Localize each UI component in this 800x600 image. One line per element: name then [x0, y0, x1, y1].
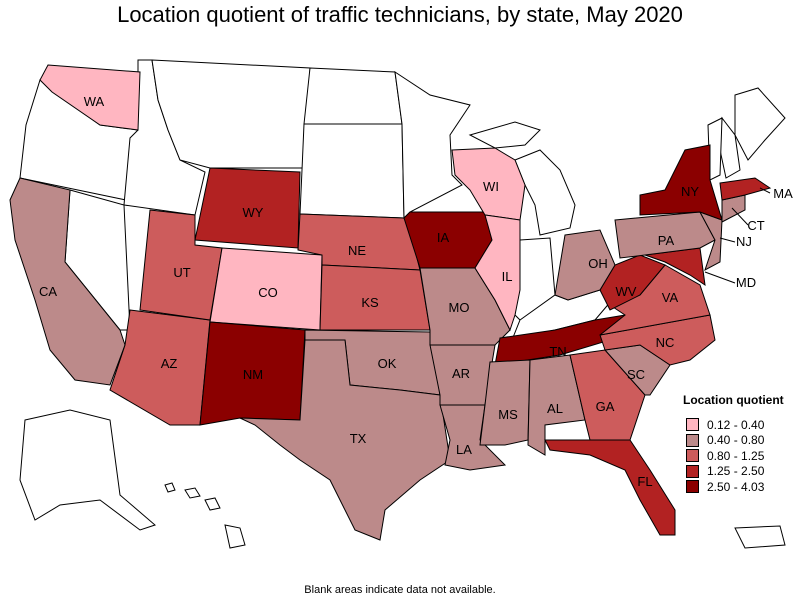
state-NY	[639, 144, 723, 221]
legend-swatch	[686, 449, 699, 463]
state-IL	[474, 214, 521, 332]
ma-callout-line	[759, 187, 771, 194]
label-WY: WY	[243, 205, 264, 220]
label-SC: SC	[627, 367, 645, 382]
label-UT: UT	[173, 265, 190, 280]
label-WA: WA	[84, 94, 105, 109]
state-TX	[239, 339, 451, 541]
label-TX: TX	[350, 431, 367, 446]
legend: Location quotient 0.12 - 0.40 0.40 - 0.80…	[683, 393, 798, 495]
legend-item: 0.80 - 1.25	[683, 448, 798, 464]
label-MD: MD	[736, 275, 756, 290]
label-AL: AL	[547, 401, 563, 416]
label-IA: IA	[437, 230, 450, 245]
label-AZ: AZ	[161, 356, 178, 371]
state-OH	[554, 229, 616, 301]
label-NM: NM	[243, 367, 263, 382]
legend-swatch	[686, 418, 699, 432]
map-title: Location quotient of traffic technicians…	[117, 2, 683, 27]
state-HI	[164, 482, 246, 549]
legend-item: 1.25 - 2.50	[683, 464, 798, 480]
label-VA: VA	[662, 290, 679, 305]
state-ND	[303, 67, 403, 125]
state-SD	[299, 123, 405, 219]
label-MA: MA	[773, 186, 793, 201]
legend-item: 0.12 - 0.40	[683, 417, 798, 433]
legend-title: Location quotient	[683, 393, 784, 407]
footnote: Blank areas indicate data not available.	[304, 584, 496, 596]
label-OK: OK	[378, 356, 397, 371]
legend-item: 0.40 - 0.80	[683, 433, 798, 449]
label-OH: OH	[588, 256, 608, 271]
state-PR	[734, 525, 786, 549]
md-callout-line	[704, 271, 736, 284]
label-GA: GA	[596, 399, 615, 414]
state-WA	[39, 64, 141, 131]
label-CA: CA	[39, 284, 57, 299]
label-CT: CT	[747, 218, 764, 233]
legend-label: 0.80 - 1.25	[707, 448, 765, 463]
legend-label: 0.40 - 0.80	[707, 433, 765, 448]
label-PA: PA	[658, 233, 675, 248]
legend-item: 2.50 - 4.03	[683, 479, 798, 495]
no-data-states	[19, 59, 786, 549]
label-AR: AR	[452, 366, 470, 381]
label-FL: FL	[637, 474, 652, 489]
legend-label: 2.50 - 4.03	[707, 479, 765, 494]
state-ME	[734, 87, 786, 161]
legend-label: 0.12 - 0.40	[707, 417, 765, 432]
state-FL	[544, 439, 676, 536]
label-NC: NC	[656, 335, 675, 350]
label-NY: NY	[681, 184, 699, 199]
label-TN: TN	[549, 344, 566, 359]
legend-rows: 0.12 - 0.40 0.40 - 0.80 0.80 - 1.25 1.25 - …	[683, 417, 798, 495]
label-CO: CO	[258, 285, 278, 300]
legend-swatch	[686, 480, 699, 494]
label-IL: IL	[502, 269, 513, 284]
ct-callout-line	[731, 207, 749, 226]
label-KS: KS	[361, 295, 379, 310]
label-NE: NE	[348, 243, 366, 258]
label-WV: WV	[616, 284, 637, 299]
legend-swatch	[686, 433, 699, 447]
legend-swatch	[686, 464, 699, 478]
state-NC	[599, 314, 716, 366]
state-MN	[394, 70, 471, 220]
legend-label: 1.25 - 2.50	[707, 464, 765, 479]
nj-callout-line	[719, 237, 736, 243]
label-WI: WI	[483, 179, 499, 194]
state-MA	[719, 177, 772, 201]
label-LA: LA	[456, 442, 472, 457]
label-NJ: NJ	[736, 234, 752, 249]
state-AK	[19, 409, 156, 531]
label-MO: MO	[449, 300, 470, 315]
label-MS: MS	[498, 407, 518, 422]
state-CA	[9, 177, 126, 386]
